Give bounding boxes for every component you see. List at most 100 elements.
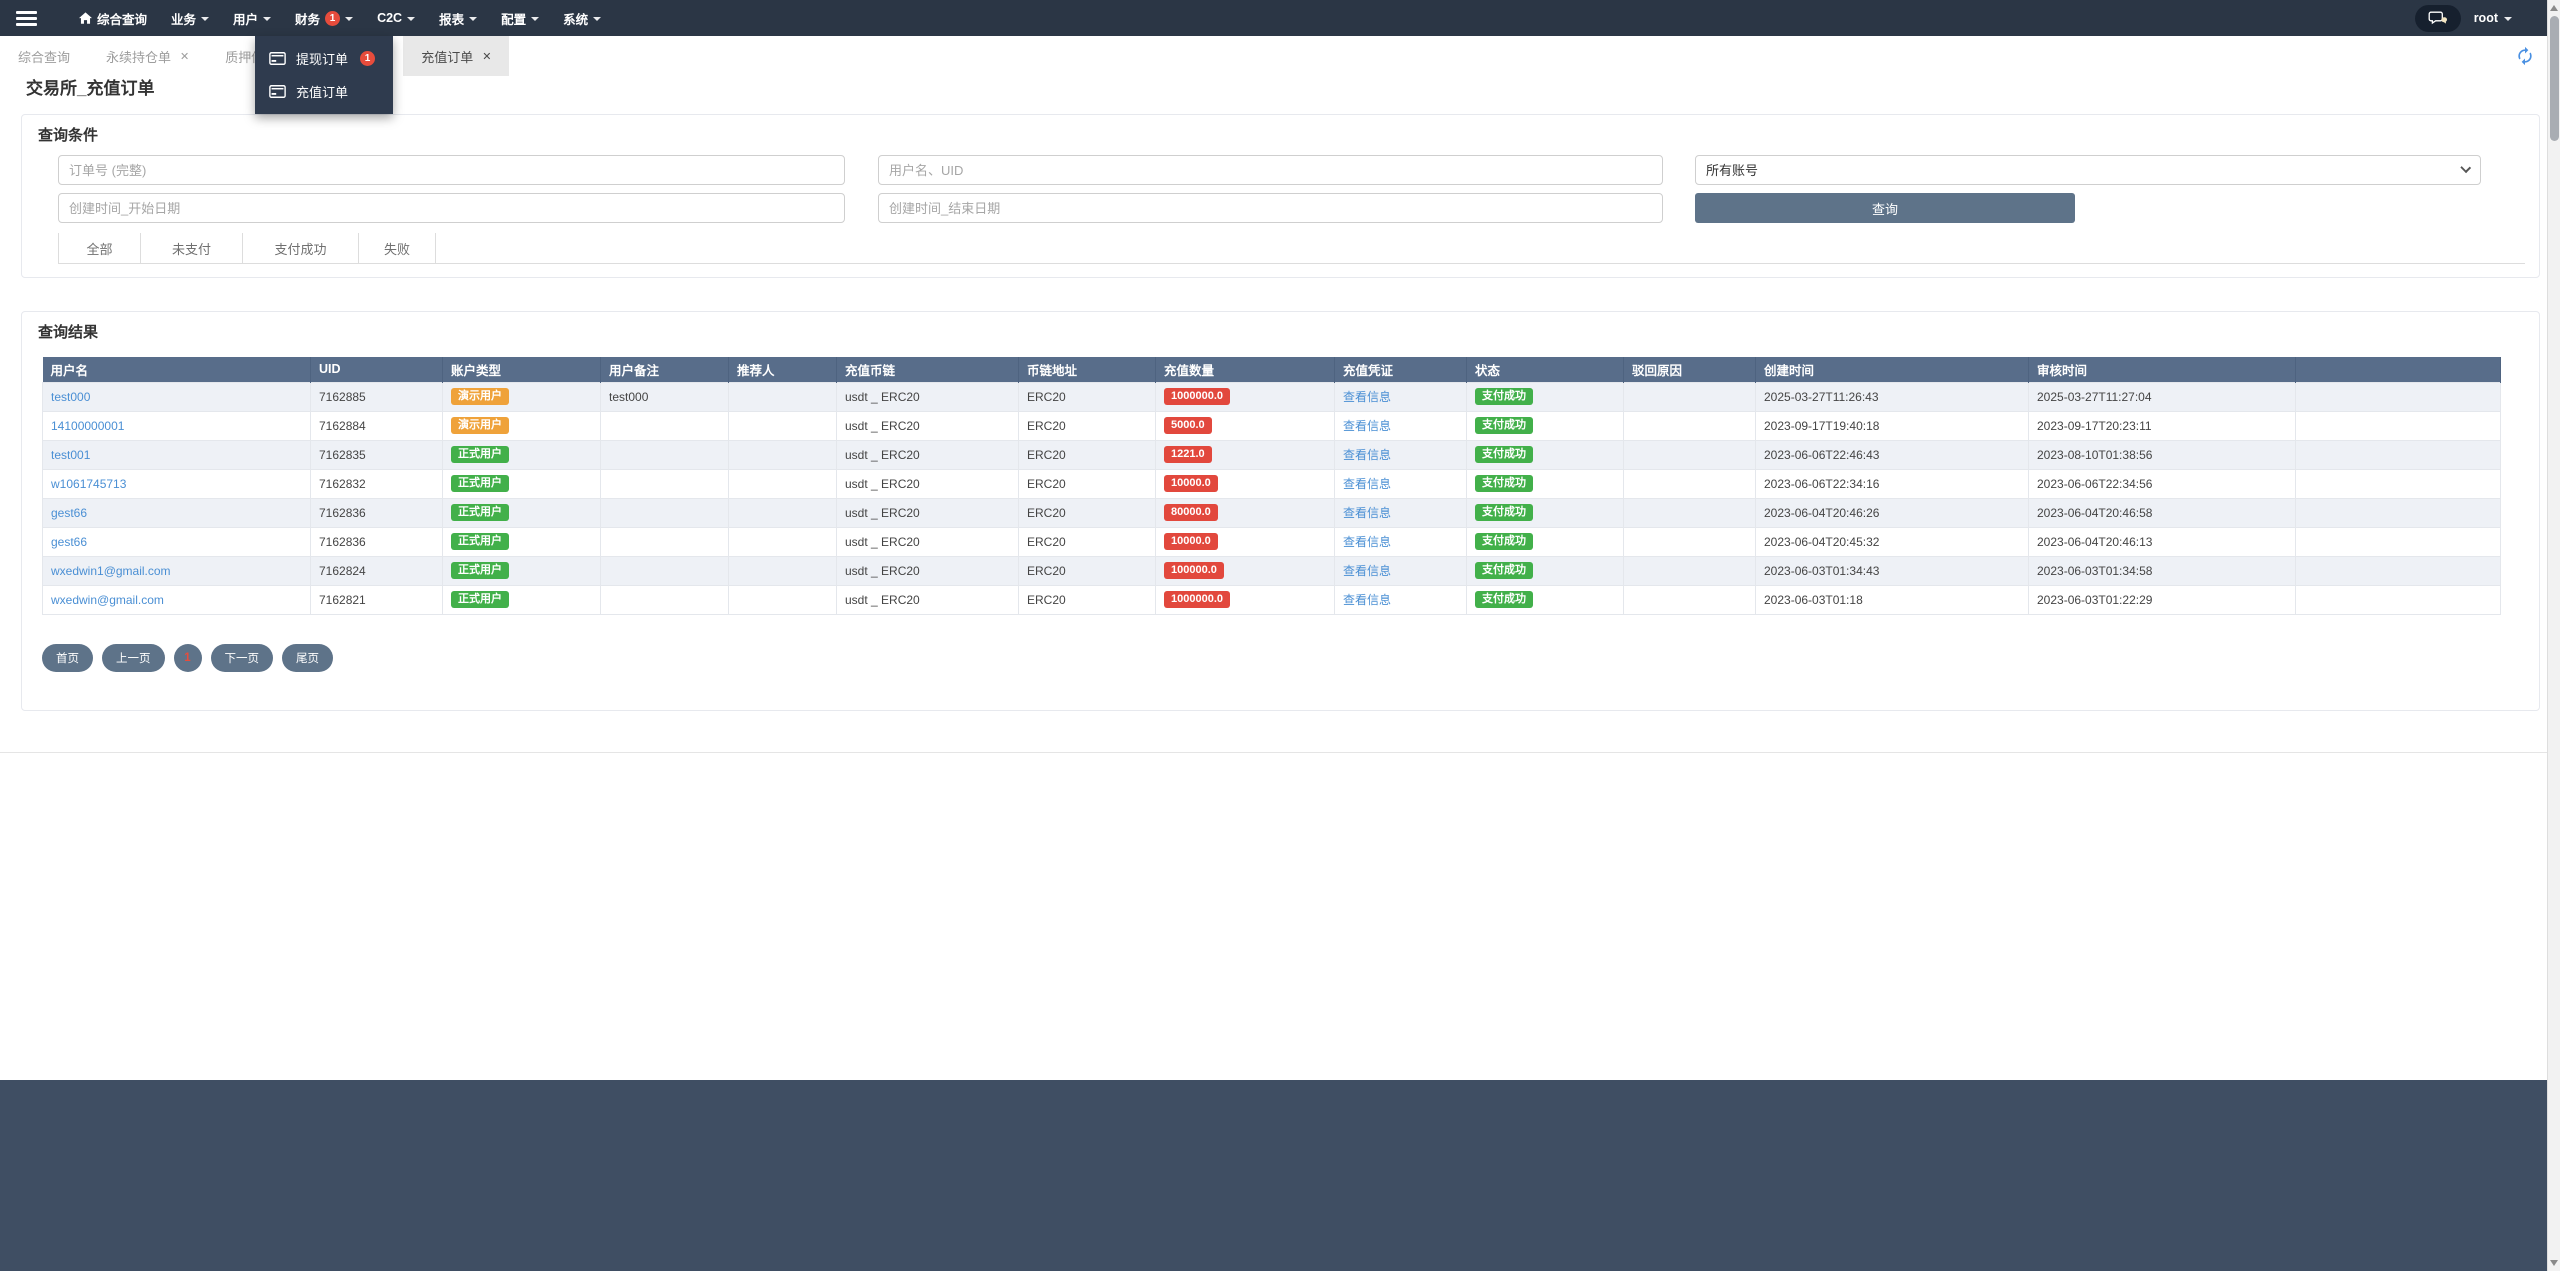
cell-username: gest66 bbox=[42, 526, 311, 557]
tab-dashboard[interactable]: 综合查询 bbox=[0, 36, 88, 76]
close-icon[interactable] bbox=[180, 50, 189, 63]
cell-audited-at: 2023-06-03T01:22:29 bbox=[2028, 584, 2296, 615]
view-info-link[interactable]: 查看信息 bbox=[1343, 593, 1392, 607]
cell-username: test000 bbox=[42, 381, 311, 412]
pagination-next[interactable]: 下一页 bbox=[210, 644, 273, 672]
nav-item-system[interactable]: 系统 bbox=[563, 9, 602, 28]
table-row: gest66 7162836 正式用户 usdt _ ERC20 ERC20 80000.… bbox=[42, 497, 2501, 528]
scroll-up-arrow-icon[interactable] bbox=[2550, 5, 2558, 11]
cell-uid: 7162832 bbox=[310, 468, 443, 499]
filter-tab-unpaid[interactable]: 未支付 bbox=[141, 233, 243, 263]
view-info-link[interactable]: 查看信息 bbox=[1343, 564, 1392, 578]
tab-label: 综合查询 bbox=[18, 49, 71, 65]
results-panel-title: 查询结果 bbox=[38, 324, 99, 341]
nav-item-users[interactable]: 用户 bbox=[233, 9, 272, 28]
username-link[interactable]: test001 bbox=[51, 447, 91, 462]
cell-voucher: 查看信息 bbox=[1334, 468, 1467, 499]
username-link[interactable]: 14100000001 bbox=[51, 418, 125, 433]
pagination-first[interactable]: 首页 bbox=[42, 644, 93, 672]
menu-toggle-icon[interactable] bbox=[16, 8, 37, 29]
cell-voucher: 查看信息 bbox=[1334, 584, 1467, 615]
close-icon[interactable] bbox=[482, 50, 491, 63]
cell-account-type: 正式用户 bbox=[442, 555, 601, 586]
dropdown-item-recharge-orders[interactable]: 充值订单 bbox=[255, 75, 393, 108]
amount-badge: 10000.0 bbox=[1164, 533, 1218, 550]
chat-button[interactable] bbox=[2414, 4, 2461, 32]
amount-badge: 1000000.0 bbox=[1164, 591, 1230, 608]
cell-amount: 1000000.0 bbox=[1155, 584, 1335, 615]
scrollbar-thumb[interactable] bbox=[2550, 16, 2559, 141]
view-info-link[interactable]: 查看信息 bbox=[1343, 535, 1392, 549]
view-info-link[interactable]: 查看信息 bbox=[1343, 448, 1392, 462]
filter-tab-all[interactable]: 全部 bbox=[58, 233, 141, 263]
cell-audited-at: 2023-06-06T22:34:56 bbox=[2028, 468, 2296, 499]
cell-remark bbox=[600, 439, 729, 470]
search-panel-title: 查询条件 bbox=[38, 127, 99, 144]
cell-actions bbox=[2295, 381, 2501, 412]
nav-item-dashboard[interactable]: 综合查询 bbox=[79, 9, 147, 28]
home-icon bbox=[79, 12, 92, 24]
account-type-select[interactable]: 所有账号 bbox=[1695, 155, 2481, 185]
cell-uid: 7162821 bbox=[310, 584, 443, 615]
cell-chain: ERC20 bbox=[1018, 439, 1156, 470]
pagination-page-1[interactable]: 1 bbox=[173, 644, 202, 672]
view-info-link[interactable]: 查看信息 bbox=[1343, 477, 1392, 491]
status-badge: 支付成功 bbox=[1475, 475, 1533, 492]
main-nav-menu: 综合查询 业务 用户 财务 1 C2C 报表 配置 系统 bbox=[79, 9, 602, 28]
cell-account-type: 正式用户 bbox=[442, 497, 601, 528]
cell-created-at: 2023-06-06T22:34:16 bbox=[1755, 468, 2029, 499]
username-link[interactable]: test000 bbox=[51, 389, 91, 404]
cell-chain: ERC20 bbox=[1018, 584, 1156, 615]
nav-item-finance[interactable]: 财务 1 bbox=[295, 9, 354, 28]
filter-tab-paid[interactable]: 支付成功 bbox=[243, 233, 359, 263]
amount-badge: 80000.0 bbox=[1164, 504, 1218, 521]
username-link[interactable]: gest66 bbox=[51, 505, 88, 520]
column-header: 充值币链 bbox=[836, 357, 1019, 382]
cell-referrer bbox=[728, 410, 837, 441]
nav-item-reports[interactable]: 报表 bbox=[439, 9, 478, 28]
view-info-link[interactable]: 查看信息 bbox=[1343, 419, 1392, 433]
nav-item-label: 综合查询 bbox=[97, 12, 148, 27]
scroll-down-arrow-icon[interactable] bbox=[2550, 1260, 2558, 1266]
username-link[interactable]: w1061745713 bbox=[51, 476, 127, 491]
cell-actions bbox=[2295, 468, 2501, 499]
user-menu[interactable]: root bbox=[2474, 11, 2512, 25]
cell-username: w1061745713 bbox=[42, 468, 311, 499]
tab-perpetual[interactable]: 永续持仓单 bbox=[88, 36, 207, 76]
account-type-badge: 正式用户 bbox=[451, 591, 509, 608]
results-table: 用户名 UID 账户类型 用户备注 推荐人 充值币链 币链地址 充值数量 充值凭证 状态 驳回原因创… bbox=[42, 357, 2501, 615]
cell-coin: usdt _ ERC20 bbox=[836, 584, 1019, 615]
cell-amount: 80000.0 bbox=[1155, 497, 1335, 528]
filter-tab-failed[interactable]: 失败 bbox=[359, 233, 436, 263]
order-number-input[interactable] bbox=[58, 155, 845, 185]
cell-reject-reason bbox=[1623, 497, 1756, 528]
cell-uid: 7162836 bbox=[310, 526, 443, 557]
cell-username: gest66 bbox=[42, 497, 311, 528]
nav-item-config[interactable]: 配置 bbox=[501, 9, 540, 28]
column-header: UID bbox=[310, 357, 443, 382]
pagination-prev[interactable]: 上一页 bbox=[102, 644, 165, 672]
nav-item-c2c[interactable]: C2C bbox=[377, 11, 416, 25]
column-header: 用户备注 bbox=[600, 357, 729, 382]
view-info-link[interactable]: 查看信息 bbox=[1343, 506, 1392, 520]
dropdown-item-withdraw-orders[interactable]: 提现订单 1 bbox=[255, 42, 393, 75]
nav-item-business[interactable]: 业务 bbox=[171, 9, 210, 28]
pagination-last[interactable]: 尾页 bbox=[282, 644, 333, 672]
username-link[interactable]: gest66 bbox=[51, 534, 88, 549]
status-badge: 支付成功 bbox=[1475, 591, 1533, 608]
account-type-badge: 正式用户 bbox=[451, 475, 509, 492]
navbar-right: root bbox=[2414, 4, 2512, 32]
created-start-date-input[interactable] bbox=[58, 193, 845, 223]
username-link[interactable]: wxedwin1@gmail.com bbox=[51, 563, 171, 578]
created-end-date-input[interactable] bbox=[878, 193, 1663, 223]
username-link[interactable]: wxedwin@gmail.com bbox=[51, 592, 164, 607]
search-button[interactable]: 查询 bbox=[1695, 193, 2075, 223]
amount-badge: 1000000.0 bbox=[1164, 388, 1230, 405]
username-uid-input[interactable] bbox=[878, 155, 1663, 185]
view-info-link[interactable]: 查看信息 bbox=[1343, 390, 1392, 404]
status-badge: 支付成功 bbox=[1475, 562, 1533, 579]
cell-referrer bbox=[728, 468, 837, 499]
tab-recharge[interactable]: 充值订单 bbox=[403, 36, 510, 76]
refresh-icon[interactable] bbox=[2515, 46, 2535, 66]
